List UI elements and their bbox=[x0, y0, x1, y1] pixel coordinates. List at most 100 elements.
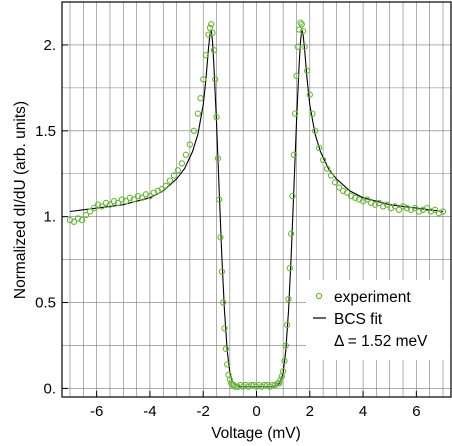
experiment-point bbox=[289, 192, 296, 200]
y-axis-ticks: 0. 0.5 1. 1.5 2. bbox=[35, 37, 68, 397]
experiment-point bbox=[98, 203, 106, 210]
experiment-point bbox=[174, 167, 182, 174]
experiment-point bbox=[282, 342, 289, 349]
experiment-point bbox=[383, 201, 391, 208]
experiment-point bbox=[439, 208, 447, 215]
y-tick-label: 0. bbox=[43, 380, 56, 397]
experiment-point bbox=[186, 141, 194, 148]
experiment-point bbox=[287, 230, 295, 237]
experiment-point bbox=[202, 52, 210, 59]
legend-box bbox=[306, 280, 450, 360]
experiment-point bbox=[230, 381, 238, 389]
legend-fit-label: BCS fit bbox=[334, 311, 383, 328]
experiment-point bbox=[281, 357, 288, 365]
experiment-point bbox=[90, 204, 98, 212]
experiment-point bbox=[221, 325, 228, 332]
experiment-point bbox=[200, 76, 207, 83]
experiment-point bbox=[212, 76, 219, 83]
experiment-point bbox=[214, 155, 222, 162]
experiment-point bbox=[391, 203, 399, 210]
experiment-point bbox=[343, 189, 351, 196]
experiment-point bbox=[298, 21, 305, 28]
experiment-point bbox=[218, 268, 226, 275]
experiment-point bbox=[311, 127, 319, 134]
experiment-point bbox=[327, 172, 335, 179]
experiment-point bbox=[303, 67, 311, 74]
experiment-point bbox=[299, 28, 307, 35]
experiment-point bbox=[283, 321, 291, 329]
experiment-point bbox=[279, 368, 287, 375]
experiment-point bbox=[411, 204, 419, 212]
y-tick-label: 1. bbox=[43, 209, 56, 226]
experiment-point bbox=[275, 380, 283, 387]
experiment-point bbox=[166, 177, 174, 184]
experiment-point bbox=[277, 376, 284, 383]
experiment-point bbox=[286, 265, 293, 272]
experiment-point bbox=[122, 198, 130, 205]
experiment-point bbox=[209, 29, 216, 37]
experiment-point bbox=[146, 192, 154, 200]
legend: experiment BCS fit Δ = 1.52 meV bbox=[306, 280, 450, 360]
experiment-point bbox=[294, 43, 301, 50]
experiment-point bbox=[182, 151, 190, 158]
experiment-point bbox=[306, 91, 313, 98]
experiment-point bbox=[170, 172, 178, 179]
legend-experiment-label: experiment bbox=[334, 289, 411, 306]
x-tick-label: 4 bbox=[359, 403, 367, 420]
experiment-point bbox=[423, 204, 431, 212]
experiment-series bbox=[66, 19, 447, 390]
experiment-point bbox=[269, 381, 276, 389]
experiment-point bbox=[387, 204, 395, 212]
experiment-point bbox=[213, 113, 220, 121]
experiment-point bbox=[224, 361, 231, 368]
x-axis-ticks: -6 -4 -2 0 2 4 6 bbox=[90, 391, 421, 420]
experiment-point bbox=[315, 144, 323, 152]
legend-gap-note: Δ = 1.52 meV bbox=[334, 333, 428, 350]
experiment-point bbox=[216, 196, 223, 203]
experiment-point bbox=[335, 184, 343, 191]
experiment-point bbox=[190, 127, 198, 134]
x-tick-label: -4 bbox=[143, 403, 156, 420]
experiment-point bbox=[291, 110, 299, 117]
experiment-point bbox=[82, 211, 90, 219]
experiment-point bbox=[319, 156, 327, 164]
experiment-point bbox=[194, 110, 202, 117]
y-axis-label: Normalized dI/dU (arb. units) bbox=[12, 101, 29, 299]
x-tick-label: 0 bbox=[252, 403, 260, 420]
experiment-point bbox=[395, 206, 403, 213]
x-tick-label: 2 bbox=[306, 403, 314, 420]
experiment-point bbox=[323, 165, 331, 172]
experiment-point bbox=[220, 299, 227, 306]
experiment-point bbox=[293, 72, 300, 79]
experiment-point bbox=[197, 95, 204, 102]
legend-experiment-marker bbox=[315, 292, 323, 300]
experiment-point bbox=[70, 218, 78, 225]
experiment-point bbox=[363, 196, 371, 203]
experiment-point bbox=[178, 160, 186, 167]
experiment-point bbox=[130, 196, 138, 203]
experiment-point bbox=[86, 208, 94, 215]
experiment-point bbox=[222, 345, 230, 353]
experiment-point bbox=[431, 206, 439, 213]
experiment-point bbox=[114, 199, 122, 207]
experiment-point bbox=[297, 19, 304, 26]
experiment-point bbox=[290, 151, 297, 158]
experiment-point bbox=[206, 24, 214, 31]
experiment-point bbox=[138, 194, 146, 201]
experiment-point bbox=[106, 201, 114, 208]
x-tick-label: -2 bbox=[197, 403, 210, 420]
experiment-point bbox=[226, 376, 234, 383]
x-tick-label: -6 bbox=[90, 403, 103, 420]
y-tick-label: 2. bbox=[43, 37, 56, 54]
y-tick-label: 0.5 bbox=[35, 295, 56, 312]
experiment-point bbox=[210, 46, 218, 54]
experiment-point bbox=[232, 383, 239, 390]
y-tick-label: 1.5 bbox=[35, 123, 56, 140]
experiment-point bbox=[309, 110, 316, 117]
x-tick-label: 6 bbox=[412, 403, 420, 420]
x-axis-label: Voltage (mV) bbox=[211, 425, 301, 442]
experiment-point bbox=[162, 182, 170, 189]
experiment-point bbox=[78, 216, 86, 224]
experiment-point bbox=[375, 199, 383, 207]
